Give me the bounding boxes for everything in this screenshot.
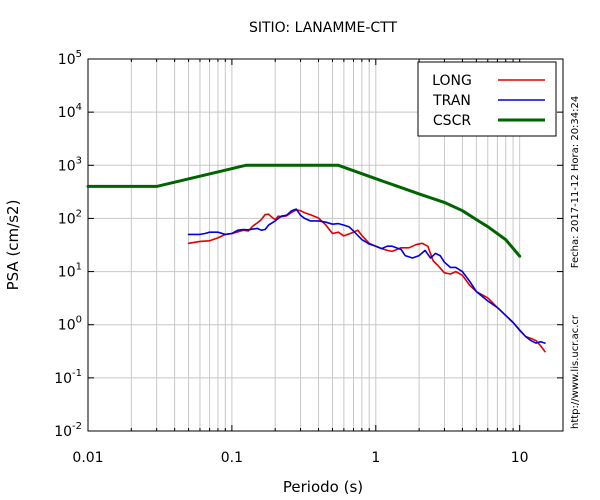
y-tick-label: 101 (58, 262, 82, 281)
y-tick-label: 10-1 (54, 368, 82, 387)
x-axis-tick-labels: 0.01 0.1 1 10 (72, 450, 528, 466)
x-tick-label: 0.1 (221, 450, 243, 466)
legend-label-long: LONG (432, 73, 472, 89)
x-tick-label: 1 (371, 450, 380, 466)
x-tick-label: 10 (511, 450, 529, 466)
x-tick-label: 0.01 (72, 450, 103, 466)
axis-ticks (87, 58, 564, 432)
y-axis-tick-labels: 10-2 10-1 100 101 102 103 104 105 (54, 49, 82, 440)
legend-box (417, 61, 557, 137)
x-axis-label: Periodo (s) (283, 478, 363, 496)
legend-label-cscr: CSCR (433, 113, 471, 129)
legend-label-tran: TRAN (432, 93, 471, 109)
y-tick-label: 103 (58, 155, 82, 174)
y-tick-label: 104 (58, 102, 82, 121)
y-tick-label: 100 (58, 315, 82, 334)
series-line-tran (187, 208, 546, 344)
y-tick-label: 10-2 (54, 421, 82, 440)
legend: LONG TRAN CSCR (417, 61, 557, 137)
series-lines (86, 163, 546, 353)
y-axis-label: PSA (cm/s2) (4, 200, 22, 291)
series-line-cscr (86, 163, 522, 258)
timestamp-label: Fecha: 2017-11-12 Hora: 20:34:24 (570, 96, 581, 269)
chart-title: SITIO: LANAMME-CTT (249, 20, 398, 36)
plot-area-frame (87, 58, 564, 432)
y-tick-label: 105 (58, 49, 82, 68)
y-tick-label: 102 (58, 208, 82, 227)
source-url-label: http://www.lis.ucr.ac.cr (570, 314, 581, 429)
